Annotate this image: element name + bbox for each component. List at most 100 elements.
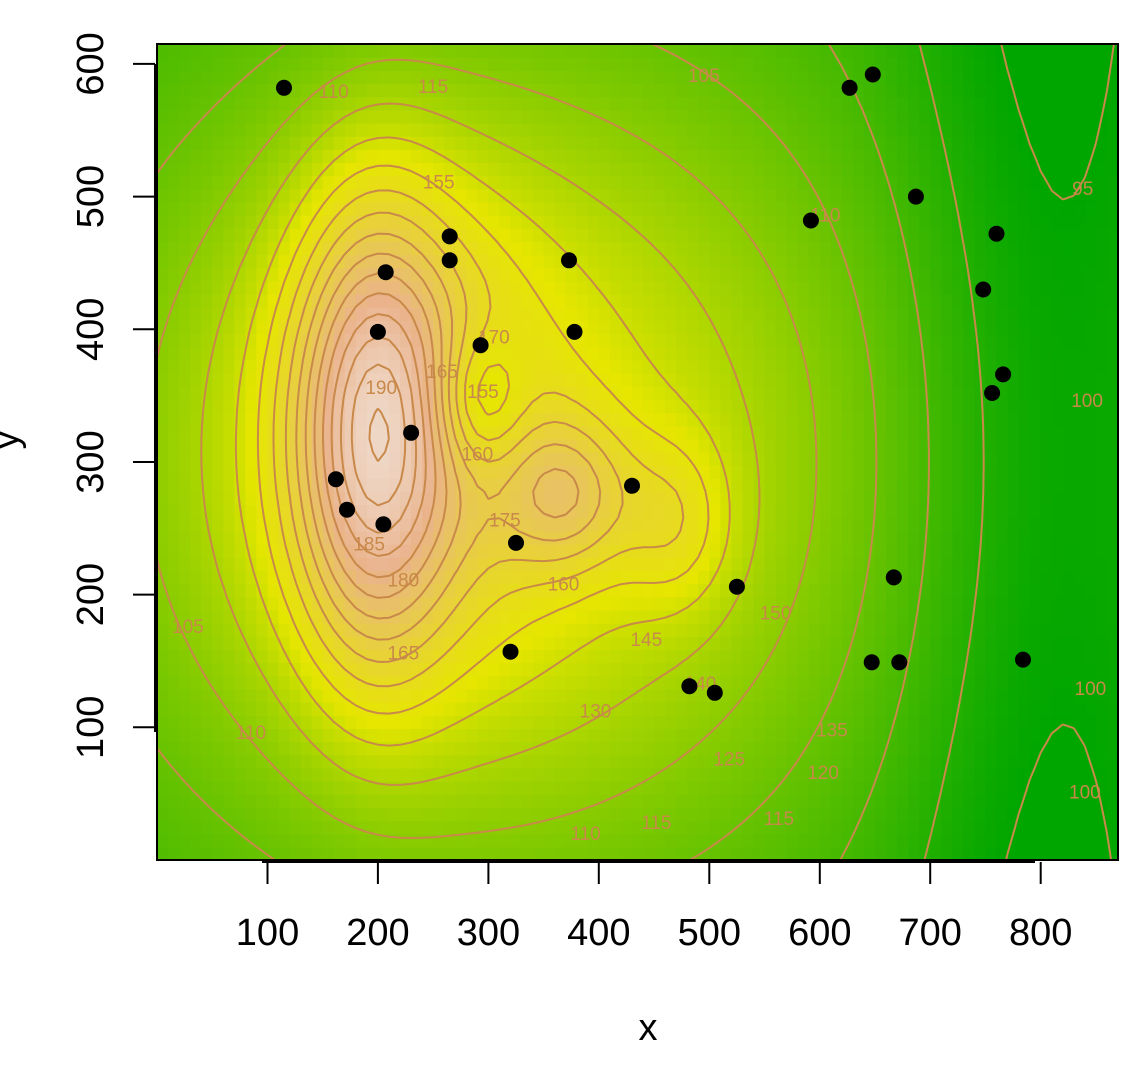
heatmap-cell	[919, 136, 931, 150]
heatmap-cell	[665, 688, 677, 703]
heatmap-cell	[510, 44, 523, 58]
heatmap-cell	[212, 491, 224, 506]
heatmap-cell	[654, 465, 666, 479]
heatmap-cell	[775, 846, 788, 860]
heatmap-cell	[620, 715, 633, 729]
heatmap-cell	[930, 557, 942, 572]
heatmap-cell	[543, 623, 556, 637]
heatmap-cell	[985, 307, 998, 321]
heatmap-cell	[510, 373, 523, 387]
heatmap-cell	[333, 702, 346, 716]
heatmap-cell	[366, 662, 379, 677]
heatmap-cell	[168, 504, 180, 519]
heatmap-cell	[863, 228, 876, 243]
heatmap-cell	[366, 241, 379, 256]
heatmap-cell	[698, 504, 710, 519]
heatmap-cell	[1007, 438, 1020, 453]
heatmap-cell	[477, 544, 489, 558]
heatmap-cell	[455, 649, 467, 664]
heatmap-cell	[1018, 715, 1031, 729]
heatmap-cell	[974, 452, 987, 466]
heatmap-cell	[985, 807, 998, 822]
heatmap-cell	[698, 728, 710, 743]
heatmap-cell	[256, 201, 269, 216]
heatmap-cell	[411, 846, 423, 860]
heatmap-cell	[1029, 228, 1042, 243]
heatmap-cell	[775, 254, 788, 269]
heatmap-cell	[488, 478, 501, 493]
heatmap-cell	[234, 215, 246, 229]
heatmap-cell	[952, 307, 964, 321]
heatmap-cell	[234, 596, 246, 611]
heatmap-cell	[444, 517, 456, 532]
heatmap-cell	[333, 544, 346, 558]
heatmap-cell	[643, 833, 655, 848]
heatmap-cell	[477, 846, 489, 860]
heatmap-cell	[897, 241, 909, 256]
heatmap-cell	[797, 767, 810, 782]
heatmap-cell	[941, 359, 953, 374]
heatmap-cell	[388, 846, 401, 860]
heatmap-cell	[1029, 333, 1042, 348]
heatmap-cell	[598, 702, 611, 716]
heatmap-cell	[665, 122, 677, 137]
heatmap-cell	[422, 754, 434, 769]
heatmap-cell	[930, 728, 942, 743]
heatmap-cell	[841, 228, 854, 243]
heatmap-cell	[333, 754, 346, 769]
heatmap-cell	[532, 781, 545, 795]
heatmap-cell	[212, 636, 224, 651]
heatmap-cell	[643, 162, 655, 177]
heatmap-cell	[797, 807, 810, 822]
heatmap-cell	[620, 583, 633, 598]
heatmap-cell	[720, 359, 732, 374]
heatmap-cell	[554, 544, 567, 558]
heatmap-cell	[311, 70, 324, 85]
heatmap-cell	[886, 544, 898, 558]
heatmap-cell	[974, 504, 987, 519]
heatmap-cell	[388, 294, 401, 308]
heatmap-cell	[620, 557, 633, 572]
heatmap-cell	[565, 609, 578, 624]
heatmap-cell	[366, 386, 379, 400]
heatmap-cell	[499, 570, 512, 585]
heatmap-cell	[278, 320, 291, 335]
heatmap-cell	[212, 596, 224, 611]
heatmap-cell	[488, 162, 501, 177]
heatmap-cell	[908, 83, 920, 98]
heatmap-cell	[665, 609, 677, 624]
heatmap-cell	[554, 267, 567, 282]
heatmap-cell	[201, 307, 213, 321]
heatmap-cell	[720, 241, 732, 256]
heatmap-cell	[543, 346, 556, 361]
heatmap-cell	[256, 820, 269, 835]
heatmap-cell	[720, 215, 732, 229]
heatmap-cell	[742, 636, 755, 651]
heatmap-cell	[676, 307, 688, 321]
heatmap-cell	[179, 794, 191, 808]
heatmap-cell	[400, 636, 412, 651]
heatmap-cell	[554, 346, 567, 361]
heatmap-cell	[223, 636, 235, 651]
heatmap-cell	[289, 465, 302, 479]
heatmap-cell	[234, 267, 246, 282]
heatmap-cell	[1007, 136, 1020, 150]
heatmap-cell	[731, 359, 744, 374]
heatmap-cell	[886, 583, 898, 598]
heatmap-cell	[985, 294, 998, 308]
heatmap-cell	[400, 583, 412, 598]
heatmap-cell	[963, 688, 976, 703]
heatmap-cell	[411, 807, 423, 822]
heatmap-cell	[543, 596, 556, 611]
heatmap-cell	[267, 530, 280, 545]
heatmap-cell	[521, 425, 534, 440]
heatmap-cell	[742, 544, 755, 558]
heatmap-cell	[974, 241, 987, 256]
heatmap-cell	[963, 557, 976, 572]
heatmap-cell	[863, 412, 876, 427]
heatmap-cell	[852, 136, 865, 150]
heatmap-cell	[322, 688, 335, 703]
heatmap-cell	[190, 333, 202, 348]
heatmap-cell	[1018, 109, 1031, 124]
heatmap-cell	[289, 399, 302, 414]
